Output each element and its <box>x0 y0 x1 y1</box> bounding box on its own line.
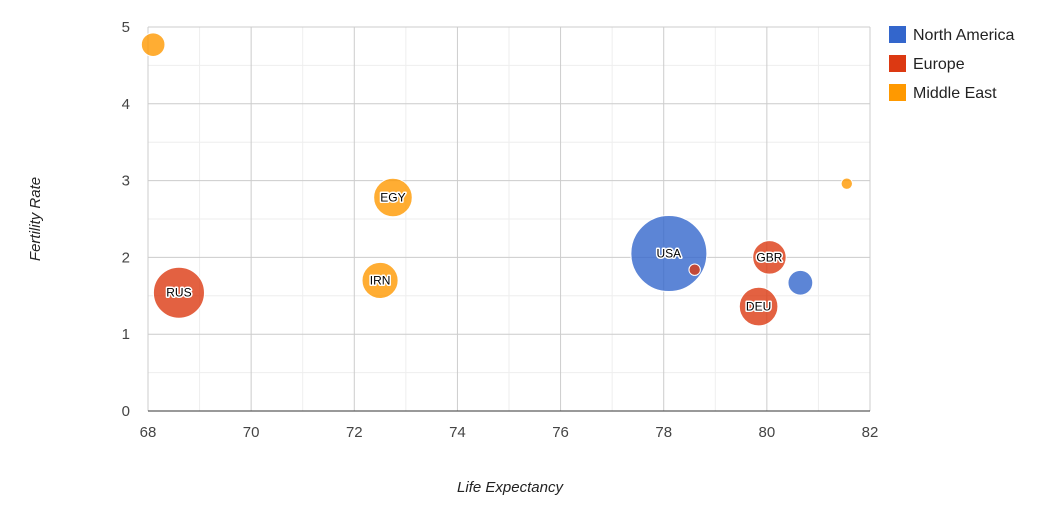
x-tick-label: 82 <box>862 424 879 441</box>
x-tick-label: 74 <box>449 424 466 441</box>
x-tick-label: 78 <box>655 424 672 441</box>
bubble-rus[interactable] <box>152 266 205 319</box>
y-tick-label: 5 <box>122 19 130 36</box>
bubble[interactable] <box>787 269 814 296</box>
legend-item[interactable]: Middle East <box>889 84 997 102</box>
bubble-label: IRN <box>370 273 391 287</box>
y-tick-label: 1 <box>122 326 130 343</box>
x-tick-label: 76 <box>552 424 569 441</box>
bubble-label: USA <box>657 247 682 261</box>
gridlines <box>147 26 871 412</box>
bubbles <box>140 32 854 327</box>
legend-item[interactable]: North America <box>889 26 1014 44</box>
legend-label: Middle East <box>913 85 997 102</box>
bubble[interactable] <box>688 263 701 276</box>
legend-label: North America <box>913 27 1014 44</box>
bubble[interactable] <box>840 177 854 190</box>
y-tick-label: 3 <box>122 173 130 190</box>
y-tick-label: 4 <box>122 96 130 113</box>
bubble-label: GBR <box>756 250 782 264</box>
bubble-egy[interactable] <box>373 177 413 218</box>
x-tick-label: 68 <box>140 424 157 441</box>
legend-swatch <box>889 84 906 101</box>
legend-swatch <box>889 55 906 72</box>
bubble-label: RUS <box>166 286 191 300</box>
bubble[interactable] <box>140 32 166 57</box>
bubble-usa[interactable] <box>630 215 708 293</box>
y-tick-label: 2 <box>122 249 130 266</box>
bubble-irn[interactable] <box>361 261 399 299</box>
x-tick-label: 70 <box>243 424 260 441</box>
y-tick-labels: 0 1 2 3 4 5 <box>122 19 130 420</box>
legend: North America Europe Middle East <box>889 26 1014 102</box>
bubble-labels: USA RUS EGY DEU IRN GBR <box>165 189 784 315</box>
legend-swatch <box>889 26 906 43</box>
bubble-deu[interactable] <box>738 286 779 327</box>
x-tick-label: 80 <box>759 424 776 441</box>
bubble-gbr[interactable] <box>752 240 787 275</box>
legend-item[interactable]: Europe <box>889 55 965 73</box>
y-tick-label: 0 <box>122 403 130 420</box>
bubble-label: EGY <box>380 190 405 204</box>
x-axis-title: Life Expectancy <box>457 479 564 496</box>
y-axis-title: Fertility Rate <box>27 177 44 261</box>
bubble-label: DEU <box>746 300 771 314</box>
x-tick-label: 72 <box>346 424 363 441</box>
x-tick-labels: 68 70 72 74 76 78 80 82 <box>140 424 879 441</box>
legend-label: Europe <box>913 56 965 73</box>
